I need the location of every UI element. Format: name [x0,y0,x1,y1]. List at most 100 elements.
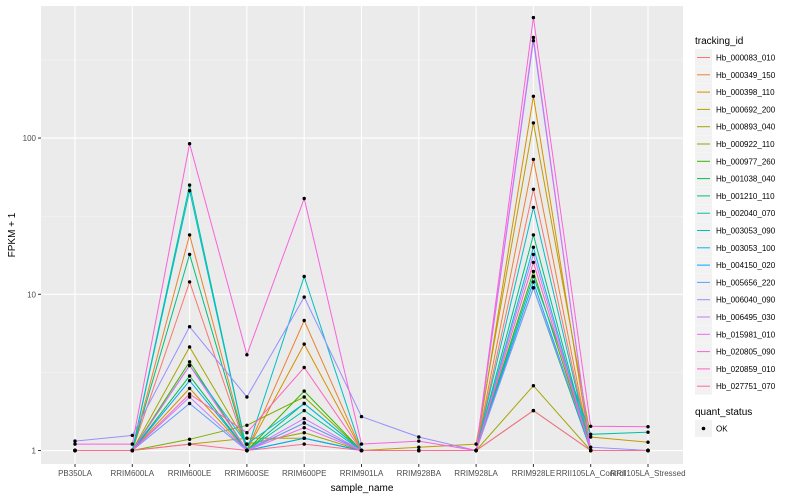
data-point [474,448,478,453]
data-point [646,440,650,444]
data-point [187,395,192,399]
legend-item: Hb_020859_010 [695,360,776,378]
legend-item: Hb_002040_070 [695,204,776,222]
legend-item: Hb_027751_070 [695,377,776,395]
data-point [302,342,306,346]
data-point [187,252,192,257]
data-point [187,437,192,441]
data-point [531,252,536,257]
data-point [187,142,192,146]
data-point [531,35,536,40]
data-point [417,448,421,453]
legend-label: Hb_000692_200 [716,105,776,114]
x-tick-label: RRIM600SE [225,469,269,478]
data-point [245,436,249,440]
data-point [417,445,421,449]
data-point [73,448,77,453]
y-tick-label: 1 [32,447,37,456]
shape-legend-item: OK [695,420,728,437]
legend-item: Hb_000692_200 [695,100,776,118]
data-point [531,286,536,290]
legend-item: Hb_006040_090 [695,291,776,309]
data-point [302,421,306,425]
x-axis-ticks: PB350LA RRIM600LA RRIM600LE RRIM600SE RRIM60… [58,464,686,478]
data-point [302,436,306,440]
data-point [417,439,421,443]
data-point [187,386,192,391]
data-point [531,274,536,279]
data-point [531,408,536,413]
shape-legend-title: quant_status [695,407,752,418]
data-point [531,39,536,43]
data-point [187,379,192,383]
legend-item: Hb_005656_220 [695,273,776,291]
data-point [73,439,77,443]
legend-label: Hb_003053_100 [716,244,776,253]
data-point [130,448,134,453]
data-point [531,94,536,99]
x-tick-label: RRIM600LA [111,469,155,478]
data-point [646,448,650,453]
legend-label: Hb_006040_090 [716,296,776,305]
data-point [187,189,192,193]
legend-item: Hb_003053_090 [695,222,776,239]
legend-item: Hb_000977_260 [695,152,776,170]
data-point [245,353,249,357]
data-points [73,15,650,453]
data-point [245,423,249,427]
data-point [187,183,192,187]
data-point [646,425,650,429]
data-point [302,426,306,430]
legend-label: Hb_000977_260 [716,157,776,166]
data-point [531,157,536,162]
legend: tracking_id Hb_000083_010Hb_000349_150Hb… [695,36,776,437]
data-point [245,448,249,453]
legend-label: Hb_000083_010 [716,54,776,63]
data-point [417,435,421,439]
data-point [531,280,536,284]
x-tick-label: RRIM901LA [340,469,384,478]
data-point [531,187,536,191]
legend-label: Hb_000922_110 [716,140,775,149]
legend-item: Hb_003053_100 [695,239,776,257]
x-axis-title: sample_name [331,483,394,494]
legend-item: Hb_000922_110 [695,135,775,153]
legend-item: Hb_000083_010 [695,49,776,66]
data-point [302,295,306,299]
legend-item: Hb_001038_040 [695,170,776,188]
data-point [302,196,306,201]
data-point [187,345,192,349]
x-tick-label: RRII105LA_Stressed [610,469,685,478]
data-point [359,448,364,453]
data-point [589,448,593,453]
data-point [245,431,249,435]
x-tick-label: PB350LA [58,469,92,478]
legend-item: Hb_015981_010 [695,325,776,343]
legend-label: Hb_006495_030 [716,313,776,322]
data-point [187,325,192,329]
legend-label: Hb_001210_110 [716,192,775,201]
y-axis-title: FPKM + 1 [7,212,18,257]
legend-item: Hb_000398_110 [695,83,775,101]
data-point [531,384,536,388]
data-point [589,424,593,428]
shape-legend-label: OK [716,425,728,434]
legend-item: Hb_004150_020 [695,256,776,274]
legend-label: Hb_002040_070 [716,209,776,218]
data-point [187,360,192,364]
legend-item: Hb_006495_030 [695,308,776,326]
y-tick-label: 10 [27,290,36,299]
x-tick-label: RRIM928BA [397,469,442,478]
legend-title: tracking_id [695,36,743,47]
data-point [302,395,306,399]
data-point [531,245,536,249]
x-tick-label: RRIM600PE [282,469,326,478]
legend-item: Hb_020805_090 [695,343,776,361]
legend-label: Hb_027751_070 [716,382,776,391]
data-point [187,401,192,406]
legend-label: Hb_000398_110 [716,88,775,97]
data-point [187,280,192,284]
data-point [302,408,306,413]
legend-label: Hb_004150_020 [716,261,776,270]
